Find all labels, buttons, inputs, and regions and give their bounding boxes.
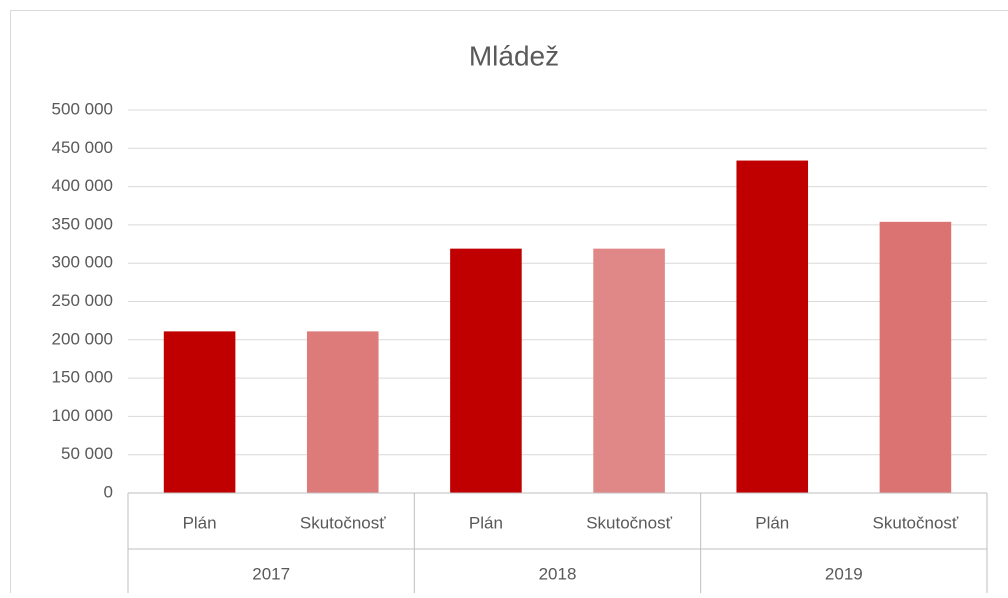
y-tick-label: 50 000 bbox=[61, 444, 113, 463]
y-tick-label: 250 000 bbox=[52, 291, 113, 310]
x-tick-label: Skutočnosť bbox=[873, 513, 959, 532]
y-tick-label: 300 000 bbox=[52, 253, 113, 272]
x-tick-label: Skutočnosť bbox=[300, 513, 386, 532]
x-tick-label: Skutočnosť bbox=[586, 513, 672, 532]
group-label: 2017 bbox=[252, 564, 290, 583]
bar bbox=[736, 161, 808, 493]
x-tick-label: Plán bbox=[469, 513, 503, 532]
group-label: 2019 bbox=[825, 564, 863, 583]
y-tick-label: 450 000 bbox=[52, 138, 113, 157]
bar bbox=[307, 331, 379, 493]
bar bbox=[164, 331, 236, 493]
y-tick-label: 0 bbox=[104, 482, 113, 501]
y-tick-label: 350 000 bbox=[52, 214, 113, 233]
bar bbox=[593, 249, 665, 493]
y-tick-label: 500 000 bbox=[52, 99, 113, 118]
bar bbox=[450, 249, 522, 493]
y-tick-label: 200 000 bbox=[52, 329, 113, 348]
y-tick-label: 150 000 bbox=[52, 368, 113, 387]
y-tick-label: 400 000 bbox=[52, 176, 113, 195]
group-label: 2018 bbox=[539, 564, 577, 583]
x-tick-label: Plán bbox=[183, 513, 217, 532]
x-tick-label: Plán bbox=[755, 513, 789, 532]
y-tick-label: 100 000 bbox=[52, 406, 113, 425]
bar bbox=[880, 222, 952, 493]
chart-title: Mládež bbox=[469, 40, 559, 71]
